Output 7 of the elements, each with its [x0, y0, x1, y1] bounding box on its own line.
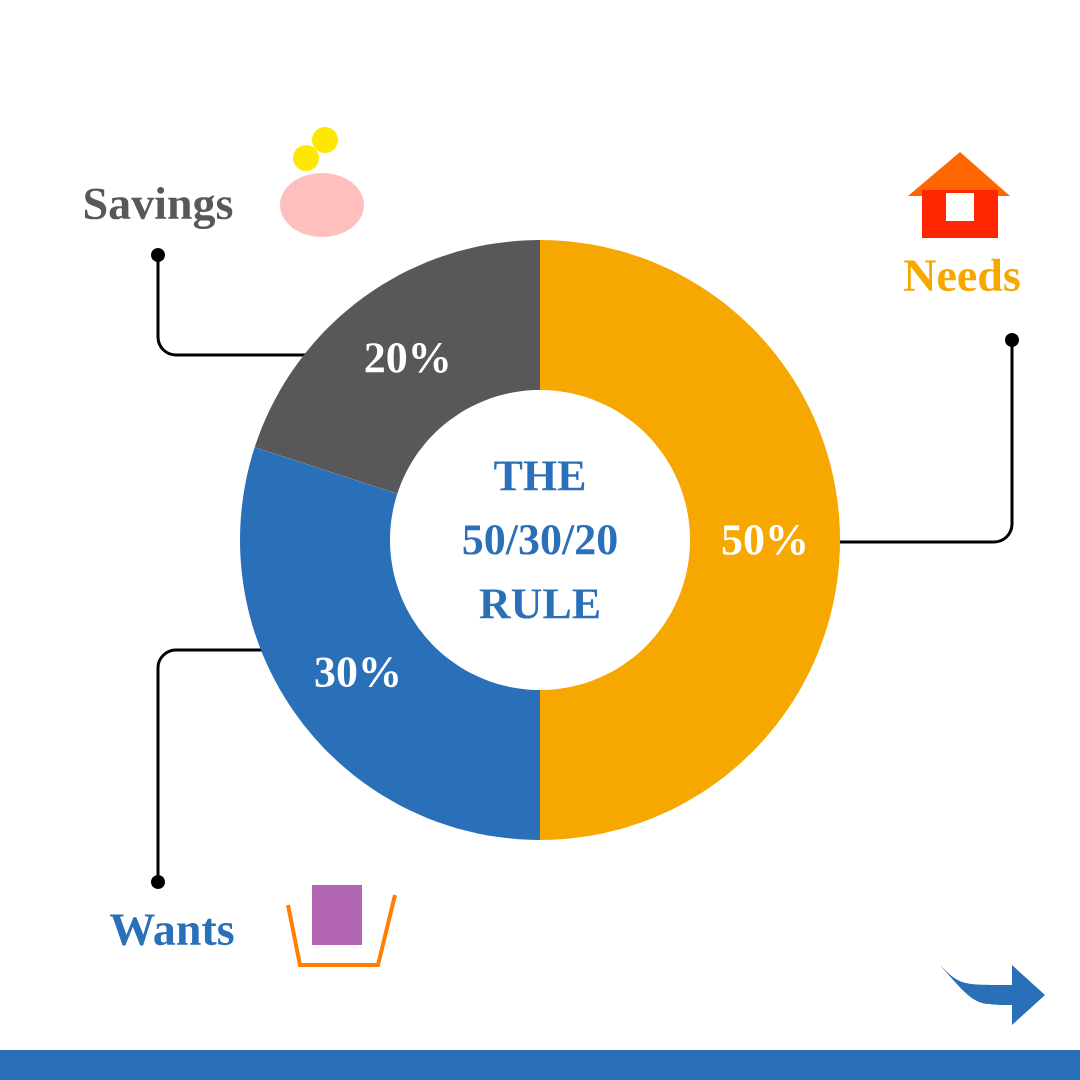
- data-label: 50%: [722, 525, 805, 555]
- text: THE 50/30/20 RULE: [463, 461, 617, 619]
- slice-label: Needs: [904, 258, 1020, 292]
- slice-label: Savings: [85, 186, 233, 230]
- data-label: 30%: [315, 657, 398, 688]
- slice-label: Wants: [110, 914, 234, 946]
- data-label: 20%: [365, 343, 448, 373]
